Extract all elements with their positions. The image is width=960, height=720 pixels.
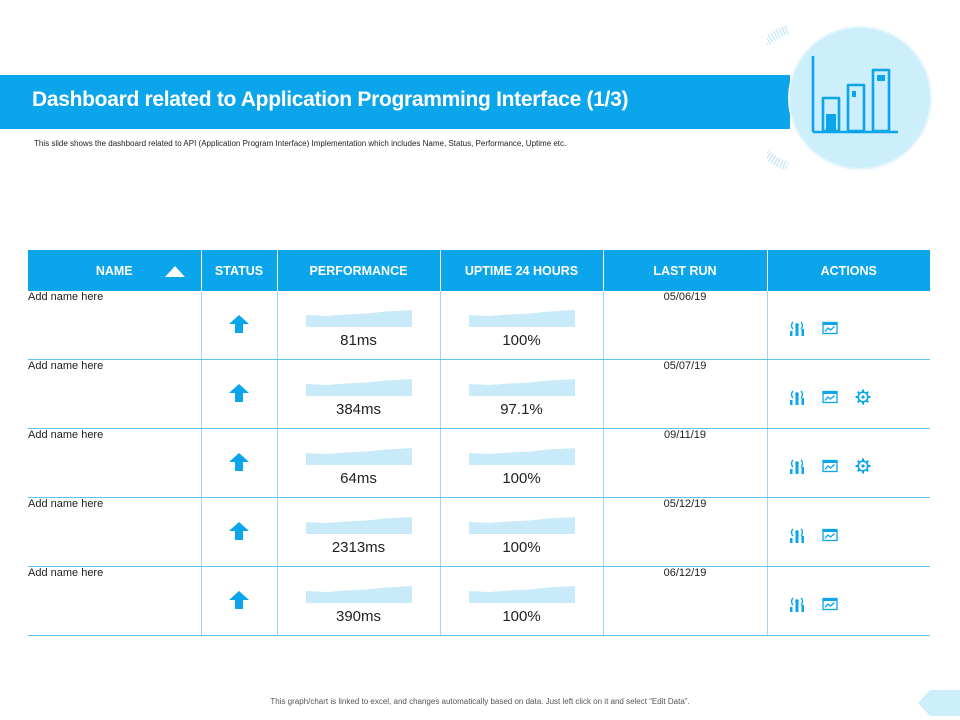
actions-cell (767, 291, 930, 360)
performance-sparkline (305, 379, 412, 396)
uptime-value: 100% (502, 470, 541, 487)
status-up-arrow-icon (229, 315, 249, 333)
performance-sparkline (305, 517, 412, 534)
status-up-arrow-icon (229, 522, 249, 540)
uptime-sparkline (468, 517, 575, 534)
status-up-arrow-icon (229, 384, 249, 402)
column-header-uptime: UPTIME 24 HOURS (440, 250, 604, 291)
name-cell: Add name here (28, 566, 202, 636)
api-dashboard-table: NAME STATUS PERFORMANCE UPTIME 24 HOURS … (28, 250, 930, 636)
last-run-cell: 09/11/19 (603, 428, 768, 498)
signal-icon[interactable] (789, 527, 805, 543)
column-header-actions: ACTIONS (767, 250, 930, 291)
last-run-cell: 05/07/19 (603, 359, 768, 429)
page-title: Dashboard related to Application Program… (32, 88, 629, 111)
uptime-cell: 100% (440, 291, 604, 360)
status-cell (201, 291, 278, 360)
performance-sparkline (305, 448, 412, 465)
chart-window-icon[interactable] (821, 527, 838, 543)
signal-icon[interactable] (789, 596, 805, 612)
performance-cell: 64ms (277, 428, 441, 498)
table-row: Add name here 81ms 100% 05/06/19 (28, 291, 930, 360)
footer-note: This graph/chart is linked to excel, and… (270, 697, 690, 706)
status-up-arrow-icon (229, 453, 249, 471)
title-bar (0, 75, 790, 129)
actions-cell (767, 566, 930, 636)
performance-value: 384ms (335, 401, 382, 418)
corner-tab-decoration (918, 690, 960, 716)
last-run-cell: 05/12/19 (603, 497, 768, 567)
column-header-last-run: LAST RUN (603, 250, 768, 291)
status-cell (201, 497, 278, 567)
table-row: Add name here 64ms 100% 09/11/19 (28, 428, 930, 498)
status-cell (201, 428, 278, 498)
uptime-value: 100% (502, 539, 541, 556)
status-cell (201, 359, 278, 429)
last-run-cell: 05/06/19 (603, 291, 768, 360)
uptime-value: 100% (502, 332, 541, 349)
table-row: Add name here 2313ms 100% 05/12/19 (28, 497, 930, 567)
actions-cell (767, 359, 930, 429)
chart-window-icon[interactable] (821, 596, 838, 612)
bar-chart-badge-icon (767, 25, 932, 171)
signal-icon[interactable] (789, 320, 805, 336)
uptime-sparkline (468, 448, 575, 465)
column-header-name[interactable]: NAME (28, 250, 202, 291)
signal-icon[interactable] (789, 389, 805, 405)
status-up-arrow-icon (229, 591, 249, 609)
performance-cell: 81ms (277, 291, 441, 360)
uptime-sparkline (468, 586, 575, 603)
uptime-sparkline (468, 379, 575, 396)
performance-value: 81ms (340, 332, 377, 349)
performance-cell: 2313ms (277, 497, 441, 567)
status-cell (201, 566, 278, 636)
name-cell: Add name here (28, 291, 202, 360)
uptime-cell: 97.1% (440, 359, 604, 429)
name-cell: Add name here (28, 359, 202, 429)
sort-ascending-icon[interactable] (164, 266, 185, 277)
gear-icon[interactable] (855, 458, 871, 474)
performance-sparkline (305, 310, 412, 327)
gear-icon[interactable] (855, 389, 871, 405)
performance-cell: 390ms (277, 566, 441, 636)
name-cell: Add name here (28, 428, 202, 498)
table-row: Add name here 390ms 100% 06/12/19 (28, 566, 930, 636)
column-header-status: STATUS (201, 250, 278, 291)
chart-window-icon[interactable] (821, 389, 838, 405)
performance-value: 64ms (340, 470, 377, 487)
page-subtitle: This slide shows the dashboard related t… (34, 139, 567, 148)
uptime-value: 100% (502, 608, 541, 625)
chart-window-icon[interactable] (821, 320, 838, 336)
performance-value: 390ms (335, 608, 382, 625)
performance-sparkline (305, 586, 412, 603)
uptime-sparkline (468, 310, 575, 327)
actions-cell (767, 497, 930, 567)
performance-value: 2313ms (331, 539, 386, 556)
name-cell: Add name here (28, 497, 202, 567)
actions-cell (767, 428, 930, 498)
signal-icon[interactable] (789, 458, 805, 474)
uptime-cell: 100% (440, 566, 604, 636)
table-row: Add name here 384ms 97.1% 05/07/19 (28, 359, 930, 429)
chart-window-icon[interactable] (821, 458, 838, 474)
uptime-value: 97.1% (500, 401, 543, 418)
performance-cell: 384ms (277, 359, 441, 429)
uptime-cell: 100% (440, 497, 604, 567)
uptime-cell: 100% (440, 428, 604, 498)
column-header-performance: PERFORMANCE (277, 250, 441, 291)
last-run-cell: 06/12/19 (603, 566, 768, 636)
